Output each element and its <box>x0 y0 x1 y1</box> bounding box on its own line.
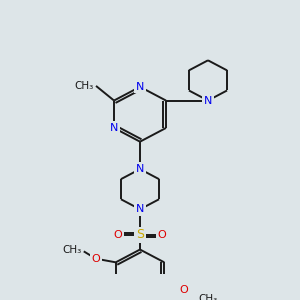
Text: N: N <box>204 95 212 106</box>
Text: N: N <box>110 123 118 133</box>
Text: S: S <box>136 228 144 242</box>
Text: N: N <box>136 204 144 214</box>
Text: O: O <box>114 230 122 240</box>
Text: CH₃: CH₃ <box>75 81 94 91</box>
Text: N: N <box>136 82 144 92</box>
Text: O: O <box>92 254 100 264</box>
Text: CH₃: CH₃ <box>62 244 82 254</box>
Text: O: O <box>158 230 166 240</box>
Text: N: N <box>136 164 144 174</box>
Text: O: O <box>180 285 189 295</box>
Text: CH₃: CH₃ <box>198 294 218 300</box>
